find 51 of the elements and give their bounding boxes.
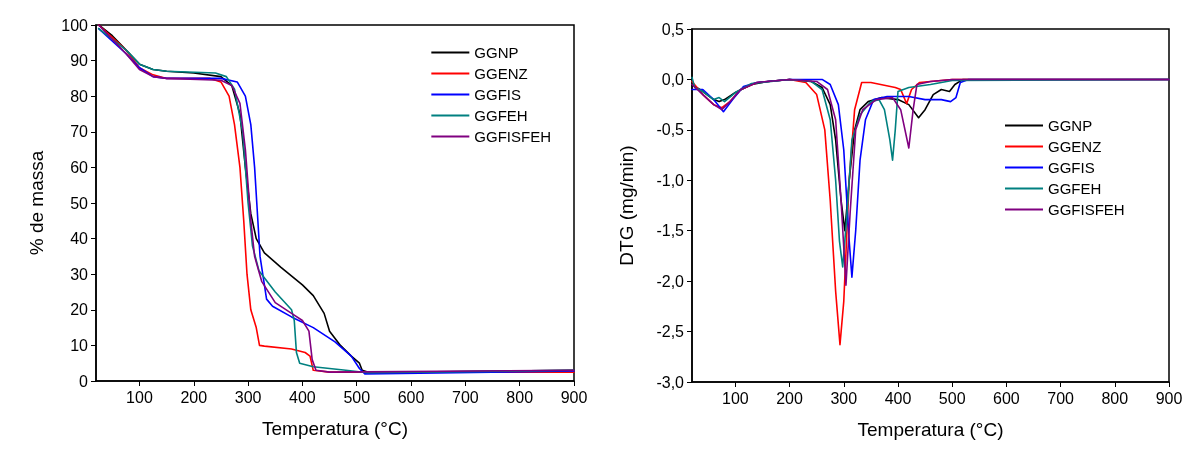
y-tick-label: -2,0 (656, 272, 685, 290)
y-tick-label: 70 (70, 123, 89, 141)
x-tick-label: 600 (993, 389, 1020, 407)
y-tick-label: -1,0 (656, 171, 685, 189)
x-tick-label: 200 (180, 388, 208, 406)
y-tick-label: -3,0 (656, 373, 685, 391)
legend-label: GGFEH (1048, 180, 1102, 197)
y-tick-label: 30 (70, 265, 89, 283)
x-tick-label: 300 (234, 388, 262, 406)
y-tick-label: 10 (70, 336, 89, 354)
y-tick-label: 90 (70, 52, 89, 70)
y-tick-label: 80 (70, 87, 89, 105)
y-tick-label: -1,5 (656, 222, 685, 240)
y-tick-label: 40 (70, 230, 89, 248)
x-tick-label: 900 (1155, 389, 1183, 407)
x-tick-label: 900 (560, 388, 588, 406)
y-tick-label: 0,0 (661, 70, 685, 88)
y-axis-title: % de massa (26, 150, 47, 256)
x-tick-label: 700 (452, 388, 479, 406)
y-tick-label: 20 (70, 301, 89, 319)
x-tick-label: 700 (1047, 389, 1075, 407)
legend-label: GGENZ (474, 65, 528, 82)
x-tick-label: 400 (289, 388, 316, 406)
x-tick-label: 500 (938, 389, 966, 407)
x-tick-label: 300 (830, 389, 858, 407)
x-axis-title: Temperatura (°C) (262, 418, 408, 439)
x-tick-label: 800 (506, 388, 534, 406)
x-tick-label: 200 (776, 389, 804, 407)
legend-label: GGFEH (474, 107, 528, 124)
y-tick-label: 0 (79, 372, 89, 390)
x-tick-label: 100 (722, 389, 749, 407)
legend-label: GGFISFEH (474, 128, 551, 145)
x-tick-label: 400 (884, 389, 912, 407)
legend-label: GGNP (474, 44, 519, 61)
y-tick-label: -2,5 (656, 323, 685, 341)
y-tick-label: 0,5 (661, 20, 685, 38)
legend-label: GGNP (1048, 117, 1093, 134)
x-tick-label: 600 (397, 388, 425, 406)
legend-label: GGFIS (474, 86, 521, 103)
legend-label: GGENZ (1048, 138, 1102, 155)
x-axis-title: Temperatura (°C) (857, 419, 1004, 440)
legend-label: GGFISFEH (1048, 201, 1125, 218)
x-tick-label: 800 (1101, 389, 1129, 407)
y-tick-label: 60 (70, 158, 89, 176)
x-tick-label: 500 (343, 388, 371, 406)
legend-label: GGFIS (1048, 159, 1095, 176)
y-tick-label: 100 (61, 16, 89, 34)
y-tick-label: -0,5 (656, 121, 685, 139)
y-tick-label: 50 (70, 194, 89, 212)
y-axis-title: DTG (mg/min) (616, 145, 637, 266)
x-tick-label: 100 (126, 388, 153, 406)
